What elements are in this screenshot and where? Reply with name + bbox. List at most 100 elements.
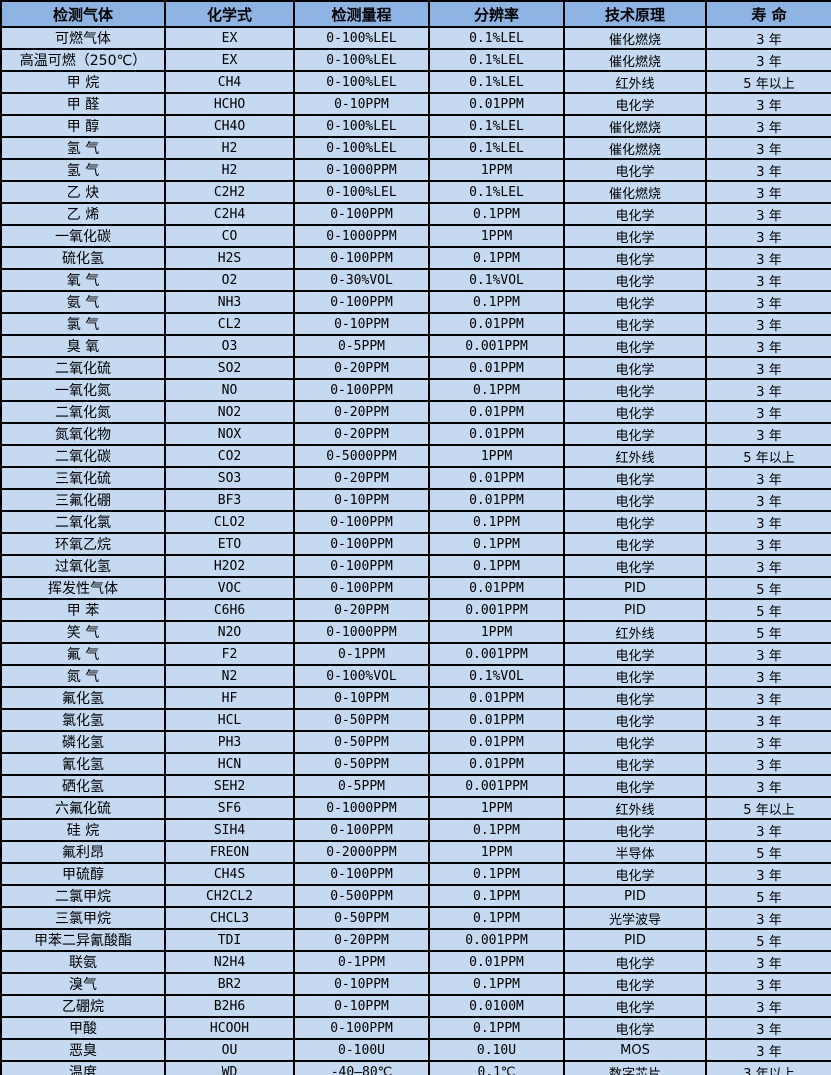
table-row: 乙 炔 C2H2 0-100%LEL 0.1%LEL 催化燃烧 3 年 xyxy=(0,180,831,204)
table-row: 环氧乙烷 ETO 0-100PPM 0.1PPM 电化学 3 年 xyxy=(0,532,831,556)
lifespan-cell: 3 年 xyxy=(705,290,831,314)
lifespan-cell: 3 年 xyxy=(705,950,831,974)
lifespan-cell: 3 年 xyxy=(705,664,831,688)
lifespan-cell: 5 年 xyxy=(705,620,831,644)
resolution-cell: 0.1PPM xyxy=(428,246,565,270)
table-row: 氮 气 N2 0-100%VOL 0.1%VOL 电化学 3 年 xyxy=(0,664,831,688)
formula-cell: SIH4 xyxy=(164,818,295,842)
lifespan-cell: 3 年以上 xyxy=(705,1060,831,1075)
formula-cell: OU xyxy=(164,1038,295,1062)
gas-name-cell: 二氧化氮 xyxy=(0,400,166,424)
lifespan-cell: 3 年 xyxy=(705,224,831,248)
principle-cell: 红外线 xyxy=(563,620,707,644)
formula-cell: EX xyxy=(164,26,295,50)
range-cell: 0-100PPM xyxy=(293,202,430,226)
resolution-cell: 1PPM xyxy=(428,158,565,182)
gas-name-cell: 乙 烯 xyxy=(0,202,166,226)
gas-name-cell: 笑 气 xyxy=(0,620,166,644)
table-row: 二氧化氮 NO2 0-20PPM 0.01PPM 电化学 3 年 xyxy=(0,400,831,424)
formula-cell: HCN xyxy=(164,752,295,776)
range-cell: 0-100PPM xyxy=(293,554,430,578)
principle-cell: 数字芯片 xyxy=(563,1060,707,1075)
lifespan-cell: 3 年 xyxy=(705,774,831,798)
resolution-cell: 0.001PPM xyxy=(428,928,565,952)
table-row: 甲 醛 HCHO 0-10PPM 0.01PPM 电化学 3 年 xyxy=(0,92,831,116)
range-cell: 0-100%LEL xyxy=(293,70,430,94)
range-cell: 0-20PPM xyxy=(293,928,430,952)
range-cell: 0-100PPM xyxy=(293,510,430,534)
principle-cell: 电化学 xyxy=(563,422,707,446)
table-row: 甲 醇 CH4O 0-100%LEL 0.1%LEL 催化燃烧 3 年 xyxy=(0,114,831,138)
column-header-1: 化学式 xyxy=(164,0,295,28)
resolution-cell: 0.001PPM xyxy=(428,642,565,666)
range-cell: 0-100%LEL xyxy=(293,48,430,72)
resolution-cell: 0.1PPM xyxy=(428,554,565,578)
formula-cell: C2H4 xyxy=(164,202,295,226)
gas-name-cell: 氟化氢 xyxy=(0,686,166,710)
gas-name-cell: 六氟化硫 xyxy=(0,796,166,820)
formula-cell: N2O xyxy=(164,620,295,644)
table-row: 甲 烷 CH4 0-100%LEL 0.1%LEL 红外线 5 年以上 xyxy=(0,70,831,94)
range-cell: 0-1000PPM xyxy=(293,158,430,182)
gas-name-cell: 三氟化硼 xyxy=(0,488,166,512)
formula-cell: SF6 xyxy=(164,796,295,820)
principle-cell: 电化学 xyxy=(563,774,707,798)
resolution-cell: 0.1%VOL xyxy=(428,268,565,292)
gas-name-cell: 硅 烷 xyxy=(0,818,166,842)
gas-name-cell: 甲 醛 xyxy=(0,92,166,116)
lifespan-cell: 3 年 xyxy=(705,158,831,182)
range-cell: -40—80℃ xyxy=(293,1060,430,1075)
formula-cell: N2 xyxy=(164,664,295,688)
principle-cell: 电化学 xyxy=(563,708,707,732)
gas-name-cell: 恶臭 xyxy=(0,1038,166,1062)
resolution-cell: 0.1PPM xyxy=(428,290,565,314)
range-cell: 0-1000PPM xyxy=(293,224,430,248)
table-row: 甲酸 HCOOH 0-100PPM 0.1PPM 电化学 3 年 xyxy=(0,1016,831,1040)
table-row: 磷化氢 PH3 0-50PPM 0.01PPM 电化学 3 年 xyxy=(0,730,831,754)
gas-name-cell: 氟 气 xyxy=(0,642,166,666)
gas-name-cell: 甲 烷 xyxy=(0,70,166,94)
formula-cell: CO2 xyxy=(164,444,295,468)
table-row: 恶臭 OU 0-100U 0.10U MOS 3 年 xyxy=(0,1038,831,1062)
principle-cell: 催化燃烧 xyxy=(563,114,707,138)
formula-cell: HCOOH xyxy=(164,1016,295,1040)
formula-cell: EX xyxy=(164,48,295,72)
table-row: 硫化氢 H2S 0-100PPM 0.1PPM 电化学 3 年 xyxy=(0,246,831,270)
lifespan-cell: 3 年 xyxy=(705,180,831,204)
range-cell: 0-100PPM xyxy=(293,290,430,314)
formula-cell: SEH2 xyxy=(164,774,295,798)
gas-name-cell: 联氨 xyxy=(0,950,166,974)
column-header-4: 技术原理 xyxy=(563,0,707,28)
column-header-2: 检测量程 xyxy=(293,0,430,28)
table-row: 一氧化碳 CO 0-1000PPM 1PPM 电化学 3 年 xyxy=(0,224,831,248)
principle-cell: 电化学 xyxy=(563,818,707,842)
table-row: 氧 气 O2 0-30%VOL 0.1%VOL 电化学 3 年 xyxy=(0,268,831,292)
lifespan-cell: 3 年 xyxy=(705,202,831,226)
table-row: 氰化氢 HCN 0-50PPM 0.01PPM 电化学 3 年 xyxy=(0,752,831,776)
lifespan-cell: 5 年以上 xyxy=(705,70,831,94)
principle-cell: 催化燃烧 xyxy=(563,180,707,204)
principle-cell: 电化学 xyxy=(563,466,707,490)
formula-cell: FREON xyxy=(164,840,295,864)
principle-cell: PID xyxy=(563,576,707,600)
resolution-cell: 0.01PPM xyxy=(428,576,565,600)
lifespan-cell: 5 年 xyxy=(705,928,831,952)
lifespan-cell: 3 年 xyxy=(705,510,831,534)
range-cell: 0-1000PPM xyxy=(293,620,430,644)
resolution-cell: 0.01PPM xyxy=(428,422,565,446)
resolution-cell: 0.01PPM xyxy=(428,686,565,710)
gas-name-cell: 二氯甲烷 xyxy=(0,884,166,908)
principle-cell: 电化学 xyxy=(563,730,707,754)
gas-name-cell: 氟利昂 xyxy=(0,840,166,864)
table-row: 臭 氧 O3 0-5PPM 0.001PPM 电化学 3 年 xyxy=(0,334,831,358)
table-row: 硒化氢 SEH2 0-5PPM 0.001PPM 电化学 3 年 xyxy=(0,774,831,798)
table-row: 联氨 N2H4 0-1PPM 0.01PPM 电化学 3 年 xyxy=(0,950,831,974)
gas-name-cell: 氮氧化物 xyxy=(0,422,166,446)
lifespan-cell: 5 年 xyxy=(705,884,831,908)
range-cell: 0-100PPM xyxy=(293,378,430,402)
lifespan-cell: 3 年 xyxy=(705,1016,831,1040)
resolution-cell: 0.1PPM xyxy=(428,862,565,886)
principle-cell: 电化学 xyxy=(563,334,707,358)
resolution-cell: 0.01PPM xyxy=(428,466,565,490)
resolution-cell: 0.01PPM xyxy=(428,356,565,380)
